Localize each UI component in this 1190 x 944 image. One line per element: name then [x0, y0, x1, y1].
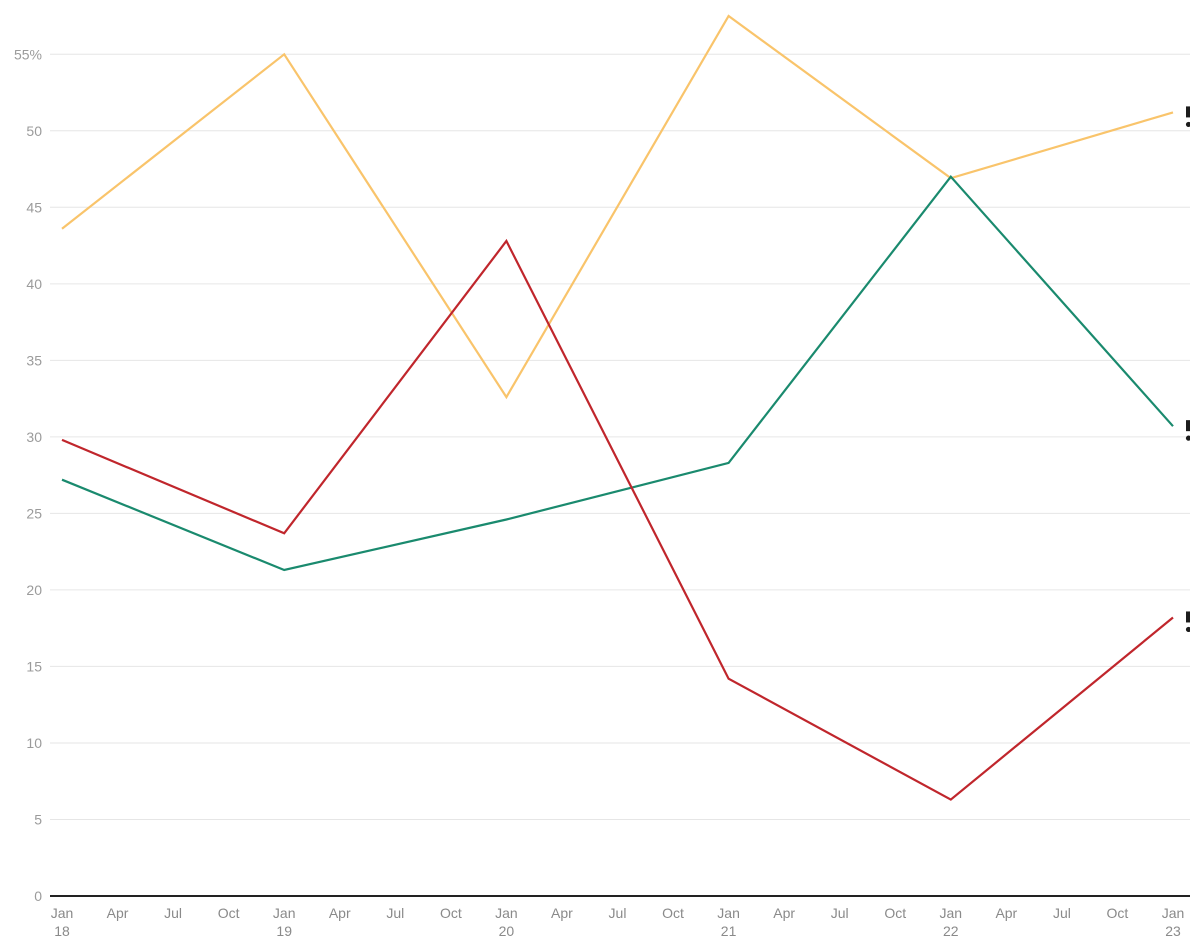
- x-tick-label: Apr: [995, 905, 1017, 921]
- series-end-marker: [1186, 611, 1190, 623]
- x-tick-label: Jul: [164, 905, 182, 921]
- x-tick-label: Jan: [51, 905, 74, 921]
- x-tick-year-label: 21: [721, 923, 737, 939]
- right-edge-markers: [1185, 106, 1190, 633]
- y-tick-label: 50: [26, 123, 42, 139]
- series-end-marker: [1186, 106, 1190, 118]
- x-tick-label: Oct: [440, 905, 462, 921]
- x-tick-label: Oct: [218, 905, 240, 921]
- series-line-2: [61, 174, 1174, 572]
- x-tick-label: Jan: [495, 905, 518, 921]
- x-tick-label: Jul: [831, 905, 849, 921]
- y-tick-label: 30: [26, 429, 42, 445]
- series-line-1: [61, 14, 1174, 400]
- y-tick-label: 10: [26, 735, 42, 751]
- x-tick-label: Apr: [107, 905, 129, 921]
- y-axis-ticks: 0 5 10 15 20 25 30 35 40 45 50 55%: [14, 46, 42, 904]
- x-tick-label: Apr: [329, 905, 351, 921]
- x-tick-label: Jan: [1162, 905, 1185, 921]
- y-tick-label: 40: [26, 276, 42, 292]
- y-tick-label: 20: [26, 582, 42, 598]
- y-tick-label: 0: [34, 888, 42, 904]
- series-end-dot: [1185, 121, 1190, 128]
- y-tick-label: 15: [26, 658, 42, 674]
- series-end-dot: [1185, 435, 1190, 441]
- y-tick-label: 55%: [14, 46, 42, 62]
- x-tick-label: Oct: [662, 905, 684, 921]
- x-tick-label: Apr: [551, 905, 573, 921]
- x-tick-year-label: 19: [276, 923, 292, 939]
- x-tick-label: Jan: [940, 905, 963, 921]
- x-tick-label: Jan: [273, 905, 296, 921]
- x-tick-year-label: 18: [54, 923, 70, 939]
- x-tick-label: Jul: [386, 905, 404, 921]
- x-tick-label: Apr: [773, 905, 795, 921]
- x-tick-label: Jul: [1053, 905, 1071, 921]
- y-tick-label: 45: [26, 199, 42, 215]
- x-tick-year-label: 22: [943, 923, 959, 939]
- x-axis-ticks: Jan 18 Apr Jul Oct Jan 19 Apr Jul Oct Jan 20 Apr Jul O…: [51, 905, 1185, 939]
- x-tick-year-label: 20: [499, 923, 515, 939]
- x-tick-label: Jul: [609, 905, 627, 921]
- x-tick-label: Oct: [884, 905, 906, 921]
- series-end-marker: [1186, 420, 1190, 432]
- y-tick-label: 5: [34, 811, 42, 827]
- x-tick-label: Oct: [1107, 905, 1129, 921]
- x-tick-year-label: 23: [1165, 923, 1181, 939]
- x-tick-label: Jan: [717, 905, 740, 921]
- series-end-dot: [1185, 626, 1190, 633]
- y-tick-label: 25: [26, 505, 42, 521]
- series-lines: [61, 14, 1174, 801]
- gridlines: [50, 53, 1190, 820]
- y-tick-label: 35: [26, 352, 42, 368]
- series-line-3: [61, 238, 1174, 801]
